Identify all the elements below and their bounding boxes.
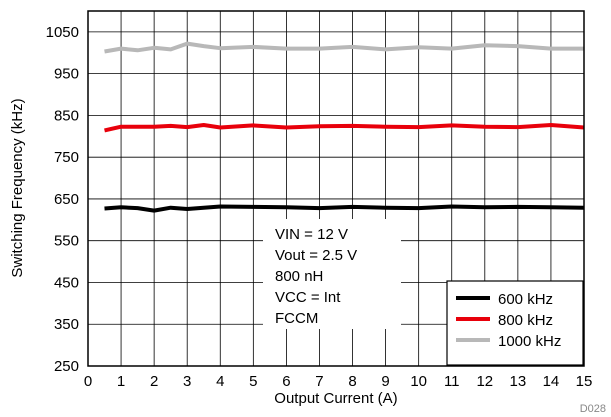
y-tick-label: 250	[54, 358, 79, 375]
legend-label-1000khz: 1000 kHz	[498, 333, 561, 350]
x-tick-label: 9	[381, 373, 389, 390]
legend-label-600khz: 600 kHz	[498, 291, 553, 308]
x-tick-label: 15	[576, 373, 593, 390]
x-tick-label: 7	[315, 373, 323, 390]
x-tick-label: 8	[348, 373, 356, 390]
x-tick-label: 10	[410, 373, 427, 390]
x-tick-label: 14	[543, 373, 560, 390]
y-tick-label: 950	[54, 66, 79, 83]
y-tick-label: 450	[54, 274, 79, 291]
x-axis-title: Output Current (A)	[274, 390, 397, 407]
figure-id: D028	[580, 403, 606, 415]
x-tick-label: 5	[249, 373, 257, 390]
legend-label-800khz: 800 kHz	[498, 312, 553, 329]
annotation-line: VCC = Int	[275, 289, 341, 306]
annotation-line: VIN = 12 V	[275, 226, 348, 243]
y-tick-label: 750	[54, 149, 79, 166]
x-tick-label: 12	[476, 373, 493, 390]
annotation-line: 800 nH	[275, 268, 323, 285]
y-tick-label: 850	[54, 107, 79, 124]
x-tick-label: 0	[84, 373, 92, 390]
series-line-800khz	[104, 123, 585, 133]
series-line-1000khz	[104, 41, 584, 54]
y-tick-label: 350	[54, 316, 79, 333]
x-tick-label: 2	[150, 373, 158, 390]
x-tick-label: 1	[117, 373, 125, 390]
annotation-box: VIN = 12 V Vout = 2.5 V 800 nH VCC = Int…	[263, 219, 401, 329]
legend-box	[446, 280, 584, 366]
y-tick-label: 550	[54, 233, 79, 250]
annotation-line: Vout = 2.5 V	[275, 247, 357, 264]
annotation-background	[263, 219, 401, 329]
series-line-600khz	[104, 204, 585, 213]
annotation-line: FCCM	[275, 310, 318, 327]
y-tick-label: 1050	[46, 24, 79, 41]
y-tick-labels: 250 350 450 550 650 750 850 950 1050	[46, 24, 79, 375]
x-tick-label: 3	[183, 373, 191, 390]
y-tick-label: 650	[54, 191, 79, 208]
x-tick-labels: 0 1 2 3 4 5 6 7 8 9 10 11 12 13 14 15	[84, 373, 593, 390]
x-tick-label: 6	[282, 373, 290, 390]
series-layer	[104, 41, 585, 213]
legend: 600 kHz 800 kHz 1000 kHz	[446, 280, 584, 366]
x-tick-label: 13	[510, 373, 527, 390]
x-tick-label: 4	[216, 373, 224, 390]
x-tick-label: 11	[444, 373, 460, 390]
plot-frame	[87, 10, 585, 367]
y-axis-title: Switching Frequency (kHz)	[9, 98, 26, 277]
